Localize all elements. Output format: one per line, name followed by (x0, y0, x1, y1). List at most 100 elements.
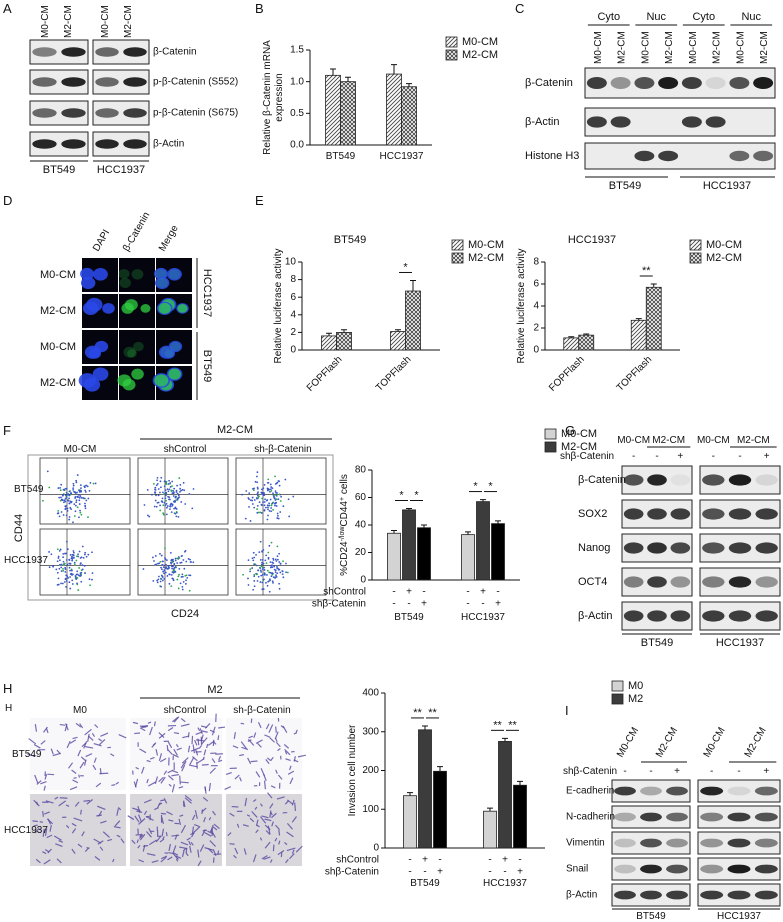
event (189, 558, 191, 561)
cell (80, 756, 87, 762)
event (84, 489, 87, 492)
band (666, 812, 688, 822)
label: shβ-Catenin (325, 867, 379, 878)
band (754, 812, 778, 822)
event (173, 507, 176, 510)
event (156, 581, 159, 584)
cell (180, 762, 186, 769)
event (50, 553, 53, 556)
cell (233, 854, 237, 859)
event (170, 511, 173, 514)
legend-swatch (689, 239, 702, 251)
event (62, 514, 65, 516)
significance: ** (413, 707, 422, 719)
error-bar (422, 725, 428, 730)
event (61, 582, 64, 585)
event (285, 571, 287, 574)
event (85, 484, 88, 487)
cell (217, 850, 220, 855)
cell (263, 856, 271, 860)
label: BT549 (14, 484, 44, 495)
event (89, 482, 92, 484)
band (640, 812, 662, 822)
event (62, 501, 65, 504)
cell (233, 732, 236, 740)
bar (476, 501, 490, 581)
cell (139, 833, 146, 841)
x-tick-label: HCC1937 (461, 612, 505, 623)
cell (58, 839, 64, 843)
cell (146, 852, 156, 856)
event (159, 552, 161, 555)
stain (131, 269, 144, 280)
band (729, 150, 750, 162)
event (168, 566, 171, 569)
event (154, 488, 157, 491)
event (262, 562, 265, 565)
stain (168, 269, 181, 280)
event (251, 557, 254, 560)
event (64, 571, 67, 573)
cell (199, 844, 205, 852)
error-bar (495, 520, 501, 524)
cell (247, 738, 255, 746)
event (260, 504, 263, 506)
event (260, 512, 263, 514)
nucleus (154, 276, 170, 290)
significance: * (473, 481, 478, 493)
cell (250, 760, 258, 763)
event (256, 580, 259, 582)
event (256, 508, 258, 511)
event (170, 585, 173, 588)
legend-label: M2-CM (706, 252, 742, 264)
event (155, 484, 158, 487)
error-bar (502, 737, 508, 742)
event (270, 490, 273, 492)
band (755, 576, 778, 588)
label: HCC1937 (4, 555, 48, 566)
event (162, 570, 165, 573)
event (81, 545, 84, 548)
cell (212, 826, 218, 831)
cell (93, 757, 97, 763)
event (57, 577, 60, 580)
event (62, 560, 65, 563)
label: - (623, 766, 626, 777)
cell (137, 806, 141, 813)
cell (271, 812, 277, 819)
event (185, 579, 187, 582)
bar (418, 729, 432, 849)
event (263, 483, 266, 486)
event (267, 551, 270, 554)
error-bar (487, 807, 493, 812)
event (85, 555, 88, 558)
event (160, 585, 162, 588)
label: shControl (164, 444, 207, 455)
cell (79, 723, 84, 729)
label: Vimentin (566, 838, 605, 849)
event (154, 555, 157, 557)
label: M0-CM (100, 5, 111, 38)
cell (255, 739, 263, 744)
event (255, 573, 258, 576)
event (268, 504, 271, 507)
event (68, 516, 71, 518)
label: M2-CM (40, 377, 76, 389)
cell (283, 744, 290, 749)
cell (94, 724, 99, 729)
event (68, 497, 71, 500)
label: - (710, 766, 713, 777)
event (248, 492, 251, 495)
cell (242, 824, 249, 827)
label: M2-CM (712, 31, 723, 64)
stain (156, 277, 168, 288)
event (58, 563, 61, 566)
cell (172, 716, 179, 723)
nucleus (93, 267, 108, 281)
event (269, 488, 272, 491)
event (73, 490, 75, 493)
label: p-β-Catenin (S675) (153, 108, 238, 119)
event (264, 559, 267, 562)
cell (217, 735, 220, 741)
event (265, 554, 268, 557)
